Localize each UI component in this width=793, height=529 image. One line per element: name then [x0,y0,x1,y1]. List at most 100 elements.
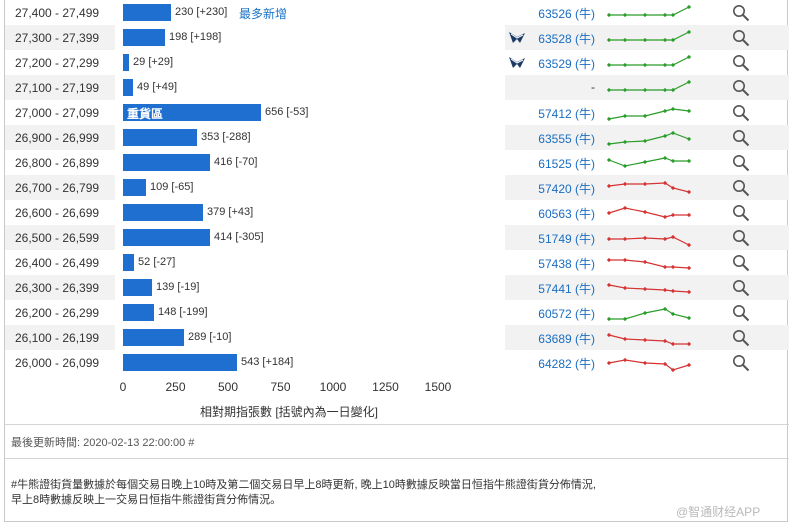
trend-sparkline [606,180,692,195]
warrant-code-link[interactable]: 63555 (牛) [538,132,595,146]
distribution-row: 26,000 - 26,099 543 [+184] 64282 (牛) [5,350,789,375]
magnifier-icon[interactable] [732,279,750,297]
trend-sparkline [606,54,692,68]
warrant-code-link[interactable]: 63529 (牛) [538,57,595,71]
strike-range: 26,700 - 26,799 [15,181,100,195]
bar-value: 198 [169,31,188,43]
bar-area-background [115,75,505,100]
bar-value-label: 148 [-199] [158,306,208,318]
quantity-bar[interactable] [123,329,184,346]
quantity-bar[interactable] [123,129,197,146]
divider [5,424,789,425]
warrant-code-link[interactable]: 57412 (牛) [538,107,595,121]
warrant-code-link[interactable]: 64282 (牛) [538,357,595,371]
magnifier-icon[interactable] [732,179,750,197]
x-tick-label: 500 [217,380,239,394]
quantity-bar[interactable] [123,29,165,46]
quantity-bar[interactable] [123,354,237,371]
quantity-bar[interactable] [123,204,203,221]
quantity-bar[interactable] [123,229,210,246]
distribution-row: 26,600 - 26,699 379 [+43] 60563 (牛) [5,200,789,225]
warrant-code-link[interactable]: 61525 (牛) [538,157,595,171]
x-tick-label: 1000 [319,380,347,394]
quantity-bar[interactable] [123,4,171,21]
quantity-bar[interactable] [123,154,210,171]
strike-range: 26,400 - 26,499 [15,256,100,270]
magnifier-icon[interactable] [732,79,750,97]
update-note: #牛熊證街貨量數據於每個交易日晚上10時及第二個交易日早上8時更新, 晚上10時… [11,478,596,508]
quantity-bar[interactable] [123,179,146,196]
trend-sparkline [606,234,692,248]
bar-change: [-65] [171,181,194,193]
bar-value-label: 414 [-305] [214,231,264,243]
magnifier-icon[interactable] [732,4,750,22]
warrant-code-link[interactable]: 63526 (牛) [538,7,595,21]
distribution-panel: 27,400 - 27,499 230 [+230] 最多新增 63526 (牛) 27… [4,0,789,522]
distribution-row: 26,500 - 26,599 414 [-305] 51749 (牛) [5,225,789,250]
warrant-code-link[interactable]: 57420 (牛) [538,182,595,196]
trend-sparkline [606,357,692,373]
magnifier-icon[interactable] [732,129,750,147]
ship-icon [509,57,525,68]
bar-value-label: 230 [+230] [175,6,227,18]
magnifier-icon[interactable] [732,354,750,372]
magnifier-icon[interactable] [732,29,750,47]
warrant-code-link[interactable]: 51749 (牛) [538,232,595,246]
bar-value: 109 [150,181,169,193]
trend-sparkline [606,205,692,220]
warrant-code-link[interactable]: 63528 (牛) [538,32,595,46]
quantity-bar[interactable] [123,304,154,321]
bar-change: [+43] [228,206,254,218]
strike-range: 26,500 - 26,599 [15,231,100,245]
bar-value: 414 [214,231,233,243]
bar-value: 148 [158,306,177,318]
magnifier-icon[interactable] [732,54,750,72]
bar-change: [-10] [209,331,232,343]
bar-change: [-70] [235,156,258,168]
strike-range: 26,900 - 26,999 [15,131,100,145]
warrant-code-link[interactable]: 63689 (牛) [538,332,595,346]
bar-change: [+198] [190,31,222,43]
trend-sparkline [606,130,692,147]
trend-sparkline [606,155,692,169]
quantity-bar[interactable] [123,254,134,271]
bar-value-label: 49 [+49] [137,81,177,93]
strike-range: 26,200 - 26,299 [15,306,100,320]
strike-range: 27,400 - 27,499 [15,6,100,20]
bar-value: 29 [133,56,146,68]
bar-value-label: 543 [+184] [241,356,293,368]
bar-value-label: 289 [-10] [188,331,231,343]
warrant-code-link[interactable]: 60572 (牛) [538,307,595,321]
distribution-row: 26,900 - 26,999 353 [-288] 63555 (牛) [5,125,789,150]
magnifier-icon[interactable] [732,229,750,247]
quantity-bar[interactable] [123,279,152,296]
note-line-1: #牛熊證街貨量數據於每個交易日晚上10時及第二個交易日早上8時更新, 晚上10時… [11,479,596,491]
quantity-bar[interactable] [123,79,133,96]
strike-range: 27,300 - 27,399 [15,31,100,45]
strike-range: 27,000 - 27,099 [15,106,100,120]
bar-value-label: 139 [-19] [156,281,199,293]
magnifier-icon[interactable] [732,254,750,272]
quantity-bar[interactable] [123,54,129,71]
bar-value: 52 [138,256,151,268]
warrant-code-link[interactable]: 57441 (牛) [538,282,595,296]
magnifier-icon[interactable] [732,329,750,347]
strike-range: 27,200 - 27,299 [15,56,100,70]
bar-value: 543 [241,356,260,368]
bar-area-background [115,25,505,50]
magnifier-icon[interactable] [732,154,750,172]
distribution-row: 26,800 - 26,899 416 [-70] 61525 (牛) [5,150,789,175]
magnifier-icon[interactable] [732,104,750,122]
distribution-row: 26,400 - 26,499 52 [-27] 57438 (牛) [5,250,789,275]
x-tick-label: 1250 [372,380,399,394]
bar-area-background [115,0,505,25]
quantity-bar[interactable]: 重貨區 [123,104,261,121]
bar-change: [-19] [177,281,200,293]
magnifier-icon[interactable] [732,204,750,222]
warrant-code-link[interactable]: 60563 (牛) [538,207,595,221]
warrant-code-link[interactable]: 57438 (牛) [538,257,595,271]
magnifier-icon[interactable] [732,304,750,322]
warrant-code-link: - [591,80,595,94]
bar-value-label: 198 [+198] [169,31,221,43]
bar-value: 49 [137,81,150,93]
